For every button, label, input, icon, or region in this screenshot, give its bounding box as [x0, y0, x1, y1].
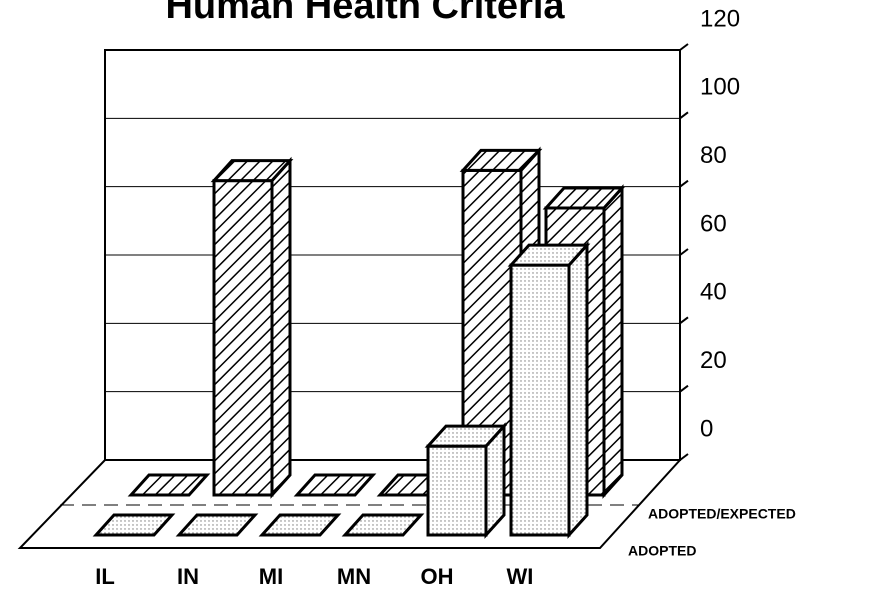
y-tick-label: 20 [700, 347, 727, 374]
y-tick-label: 60 [700, 210, 727, 237]
bar [212, 179, 274, 497]
chart-title: Human Health Criteria [165, 0, 565, 27]
tick-mark [679, 179, 689, 188]
y-tick-label: 80 [700, 142, 727, 169]
y-tick-label: 0 [700, 415, 713, 442]
bar [426, 444, 488, 537]
bar [509, 263, 571, 537]
bar-top [542, 186, 626, 210]
bar [92, 513, 176, 537]
bar-side [270, 156, 292, 499]
legend-label: ADOPTED [628, 543, 696, 559]
bar-side [602, 184, 624, 499]
legend-label: ADOPTED/EXPECTED [648, 506, 796, 522]
y-tick-label: 100 [700, 74, 740, 101]
tick-mark [679, 111, 689, 120]
bar-top [507, 243, 591, 267]
x-tick-label: IN [177, 564, 199, 589]
x-tick-label: IL [95, 564, 115, 589]
bar [293, 473, 377, 497]
bar-side [567, 241, 589, 539]
tick-mark [679, 384, 689, 393]
bar [175, 513, 259, 537]
bar [341, 513, 425, 537]
bar [258, 513, 342, 537]
x-tick-label: OH [421, 564, 454, 589]
bar-top [459, 148, 543, 172]
bar-top [424, 424, 508, 448]
y-tick-label: 120 [700, 5, 740, 32]
tick-mark [679, 248, 689, 256]
bar-top [210, 159, 294, 183]
bar [127, 473, 211, 497]
x-tick-label: MI [259, 564, 283, 589]
tick-mark [679, 316, 689, 325]
x-tick-label: MN [337, 564, 371, 589]
y-tick-label: 40 [700, 279, 727, 306]
x-tick-label: WI [507, 564, 534, 589]
tick-mark [679, 453, 689, 461]
tick-mark [679, 43, 689, 51]
